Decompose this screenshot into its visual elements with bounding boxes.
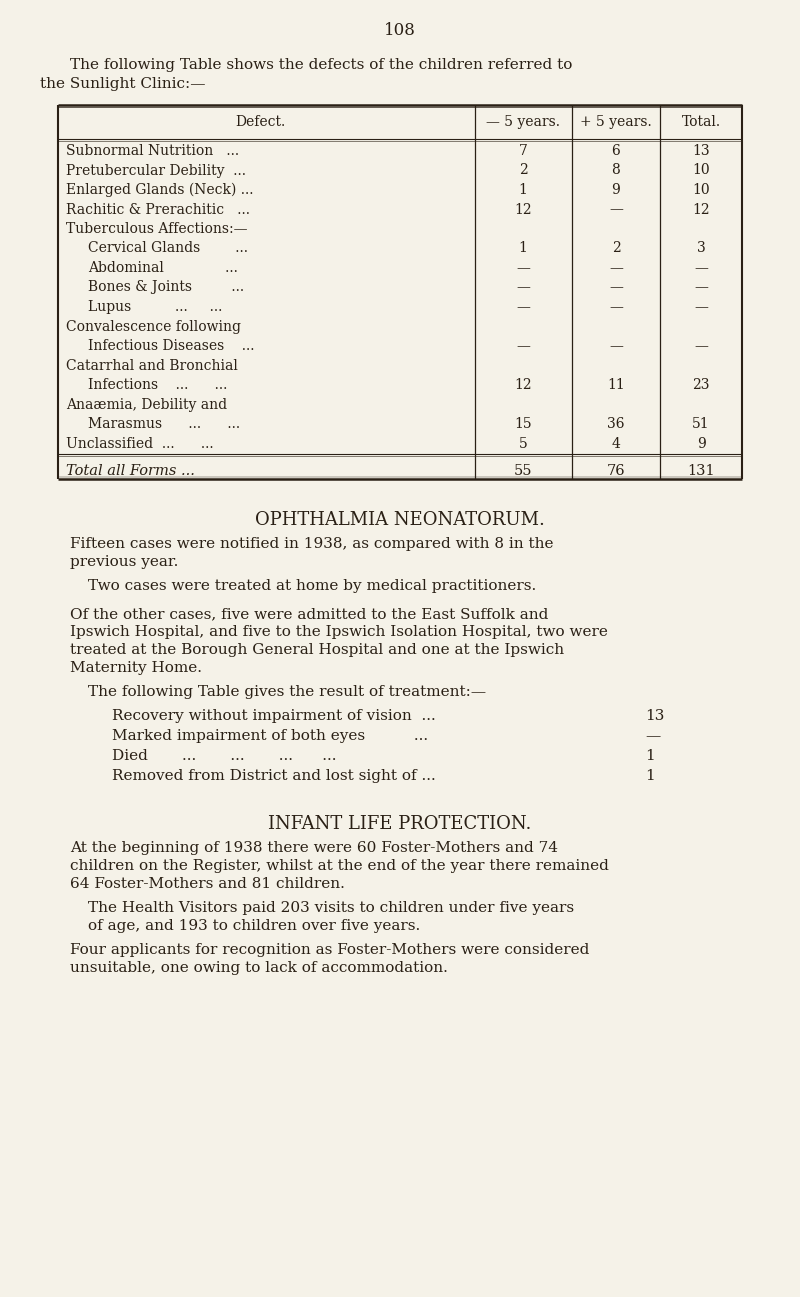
- Text: Unclassified  ...      ...: Unclassified ... ...: [66, 437, 214, 450]
- Text: 131: 131: [687, 464, 715, 479]
- Text: —: —: [694, 339, 708, 353]
- Text: Lupus          ...     ...: Lupus ... ...: [88, 300, 222, 314]
- Text: Tuberculous Affections:—: Tuberculous Affections:—: [66, 222, 247, 236]
- Text: + 5 years.: + 5 years.: [580, 115, 652, 128]
- Text: Anaæmia, Debility and: Anaæmia, Debility and: [66, 397, 227, 411]
- Text: —: —: [609, 202, 623, 217]
- Text: 9: 9: [697, 437, 706, 450]
- Text: Marasmus      ...      ...: Marasmus ... ...: [88, 418, 240, 431]
- Text: 13: 13: [692, 144, 710, 158]
- Text: Fifteen cases were notified in 1938, as compared with 8 in the: Fifteen cases were notified in 1938, as …: [70, 537, 554, 551]
- Text: —: —: [694, 280, 708, 294]
- Text: OPHTHALMIA NEONATORUM.: OPHTHALMIA NEONATORUM.: [255, 511, 545, 529]
- Text: 10: 10: [692, 163, 710, 178]
- Text: —: —: [694, 261, 708, 275]
- Text: unsuitable, one owing to lack of accommodation.: unsuitable, one owing to lack of accommo…: [70, 961, 448, 975]
- Text: Recovery without impairment of vision  ...: Recovery without impairment of vision ..…: [112, 709, 436, 722]
- Text: —: —: [609, 300, 623, 314]
- Text: Subnormal Nutrition   ...: Subnormal Nutrition ...: [66, 144, 239, 158]
- Text: the Sunlight Clinic:—: the Sunlight Clinic:—: [40, 77, 206, 91]
- Text: —: —: [694, 300, 708, 314]
- Text: 5: 5: [518, 437, 527, 450]
- Text: The Health Visitors paid 203 visits to children under five years: The Health Visitors paid 203 visits to c…: [88, 901, 574, 914]
- Text: Marked impairment of both eyes          ...: Marked impairment of both eyes ...: [112, 729, 428, 743]
- Text: 4: 4: [611, 437, 621, 450]
- Text: Two cases were treated at home by medical practitioners.: Two cases were treated at home by medica…: [88, 578, 536, 593]
- Text: —: —: [516, 280, 530, 294]
- Text: children on the Register, whilst at the end of the year there remained: children on the Register, whilst at the …: [70, 859, 609, 873]
- Text: Abdominal              ...: Abdominal ...: [88, 261, 238, 275]
- Text: Died       ...       ...       ...      ...: Died ... ... ... ...: [112, 748, 337, 763]
- Text: 9: 9: [612, 183, 620, 197]
- Text: Enlarged Glands (Neck) ...: Enlarged Glands (Neck) ...: [66, 183, 254, 197]
- Text: Of the other cases, five were admitted to the East Suffolk and: Of the other cases, five were admitted t…: [70, 607, 548, 621]
- Text: 7: 7: [518, 144, 527, 158]
- Text: 10: 10: [692, 183, 710, 197]
- Text: Total.: Total.: [682, 115, 721, 128]
- Text: 1: 1: [645, 769, 654, 783]
- Text: The following Table gives the result of treatment:—: The following Table gives the result of …: [88, 685, 486, 699]
- Text: Infectious Diseases    ...: Infectious Diseases ...: [88, 339, 254, 353]
- Text: INFANT LIFE PROTECTION.: INFANT LIFE PROTECTION.: [268, 815, 532, 833]
- Text: 6: 6: [612, 144, 620, 158]
- Text: 8: 8: [612, 163, 620, 178]
- Text: 2: 2: [612, 241, 620, 256]
- Text: Ipswich Hospital, and five to the Ipswich Isolation Hospital, two were: Ipswich Hospital, and five to the Ipswic…: [70, 625, 608, 639]
- Text: 12: 12: [514, 202, 532, 217]
- Text: 64 Foster-Mothers and 81 children.: 64 Foster-Mothers and 81 children.: [70, 877, 345, 891]
- Text: treated at the Borough General Hospital and one at the Ipswich: treated at the Borough General Hospital …: [70, 643, 564, 658]
- Text: —: —: [609, 280, 623, 294]
- Text: 76: 76: [606, 464, 626, 479]
- Text: Bones & Joints         ...: Bones & Joints ...: [88, 280, 244, 294]
- Text: 12: 12: [692, 202, 710, 217]
- Text: At the beginning of 1938 there were 60 Foster-Mothers and 74: At the beginning of 1938 there were 60 F…: [70, 840, 558, 855]
- Text: 23: 23: [692, 377, 710, 392]
- Text: previous year.: previous year.: [70, 555, 178, 569]
- Text: 51: 51: [692, 418, 710, 431]
- Text: —: —: [516, 300, 530, 314]
- Text: Maternity Home.: Maternity Home.: [70, 661, 202, 674]
- Text: 12: 12: [514, 377, 532, 392]
- Text: The following Table shows the defects of the children referred to: The following Table shows the defects of…: [70, 58, 572, 73]
- Text: 1: 1: [645, 748, 654, 763]
- Text: —: —: [516, 339, 530, 353]
- Text: Total all Forms ...: Total all Forms ...: [66, 464, 195, 479]
- Text: 13: 13: [645, 709, 664, 722]
- Text: 2: 2: [518, 163, 527, 178]
- Text: — 5 years.: — 5 years.: [486, 115, 560, 128]
- Text: —: —: [609, 261, 623, 275]
- Text: 55: 55: [514, 464, 532, 479]
- Text: Catarrhal and Bronchial: Catarrhal and Bronchial: [66, 358, 238, 372]
- Text: —: —: [516, 261, 530, 275]
- Text: 36: 36: [607, 418, 625, 431]
- Text: 11: 11: [607, 377, 625, 392]
- Text: of age, and 193 to children over five years.: of age, and 193 to children over five ye…: [88, 920, 420, 933]
- Text: Convalescence following: Convalescence following: [66, 319, 241, 333]
- Text: 1: 1: [518, 183, 527, 197]
- Text: 15: 15: [514, 418, 532, 431]
- Text: 3: 3: [697, 241, 706, 256]
- Text: —: —: [645, 729, 660, 743]
- Text: Four applicants for recognition as Foster-Mothers were considered: Four applicants for recognition as Foste…: [70, 943, 590, 957]
- Text: Cervical Glands        ...: Cervical Glands ...: [88, 241, 248, 256]
- Text: Removed from District and lost sight of ...: Removed from District and lost sight of …: [112, 769, 436, 783]
- Text: Pretubercular Debility  ...: Pretubercular Debility ...: [66, 163, 246, 178]
- Text: 108: 108: [384, 22, 416, 39]
- Text: —: —: [609, 339, 623, 353]
- Text: Infections    ...      ...: Infections ... ...: [88, 377, 227, 392]
- Text: 1: 1: [518, 241, 527, 256]
- Text: Defect.: Defect.: [235, 115, 285, 128]
- Text: Rachitic & Prerachitic   ...: Rachitic & Prerachitic ...: [66, 202, 250, 217]
